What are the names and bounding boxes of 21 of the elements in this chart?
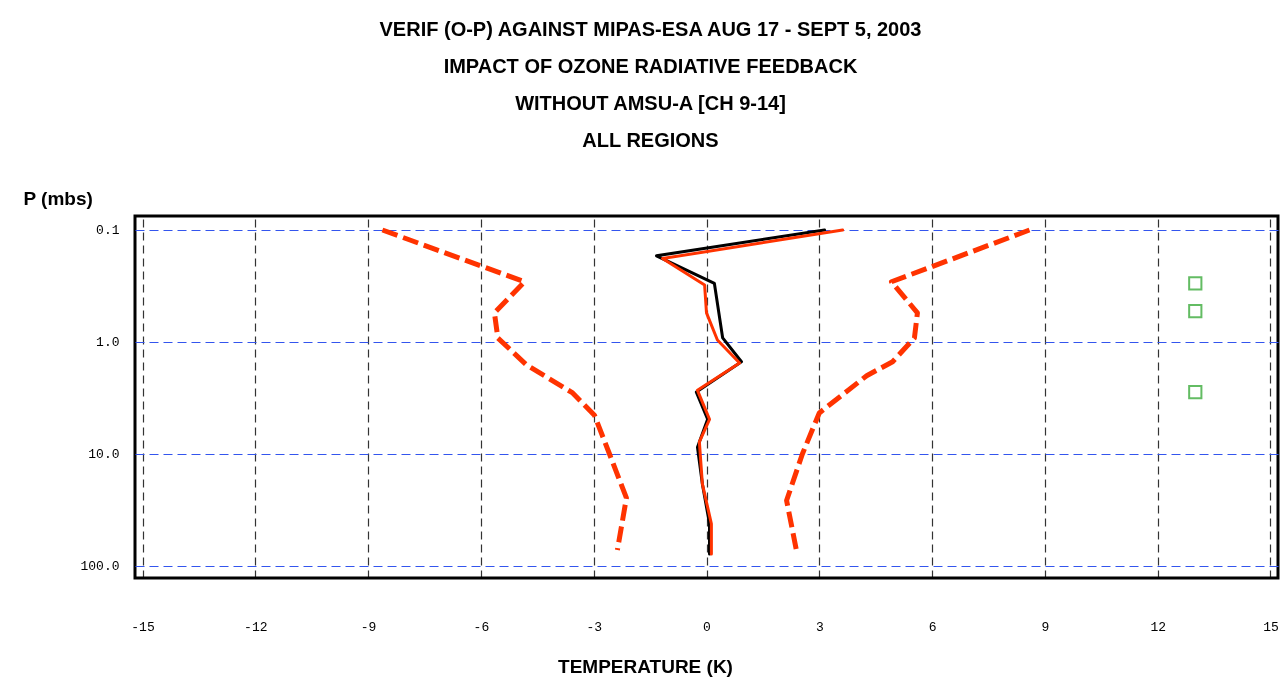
- x-tick-label: -12: [244, 619, 268, 635]
- y-tick-label: 100.0: [80, 559, 120, 575]
- x-tick-label: -9: [360, 619, 377, 635]
- y-tick-label: 10.0: [88, 447, 120, 463]
- y-axis-title: P (mbs): [23, 187, 93, 209]
- x-tick-label: -3: [586, 619, 603, 635]
- x-tick-label: 0: [703, 619, 711, 635]
- y-tick-label: 1.0: [96, 335, 120, 351]
- x-tick-label: 12: [1150, 619, 1166, 635]
- x-tick-label: 9: [1041, 619, 1050, 635]
- x-tick-label: 6: [928, 619, 937, 635]
- point: [1188, 303, 1203, 319]
- x-tick-label: -6: [473, 619, 490, 635]
- y-tick-label: 0.1: [96, 223, 120, 239]
- x-axis-title: TEMPERATURE (K): [558, 655, 733, 677]
- point: [1188, 384, 1203, 400]
- x-tick-label: -15: [131, 619, 155, 635]
- x-tick-label: 3: [815, 619, 824, 635]
- point: [1188, 276, 1203, 291]
- x-tick-label: 15: [1263, 619, 1279, 635]
- chart-title: VERIF (O-P) AGAINST MIPAS-ESA AUG 17 - SEPT 5, 2003 IMPACT OF OZONE RADIATIVE FEEDBACK WITHOUT AMSU-A [CH 9-14] ALL REGIONS: [379, 18, 922, 151]
